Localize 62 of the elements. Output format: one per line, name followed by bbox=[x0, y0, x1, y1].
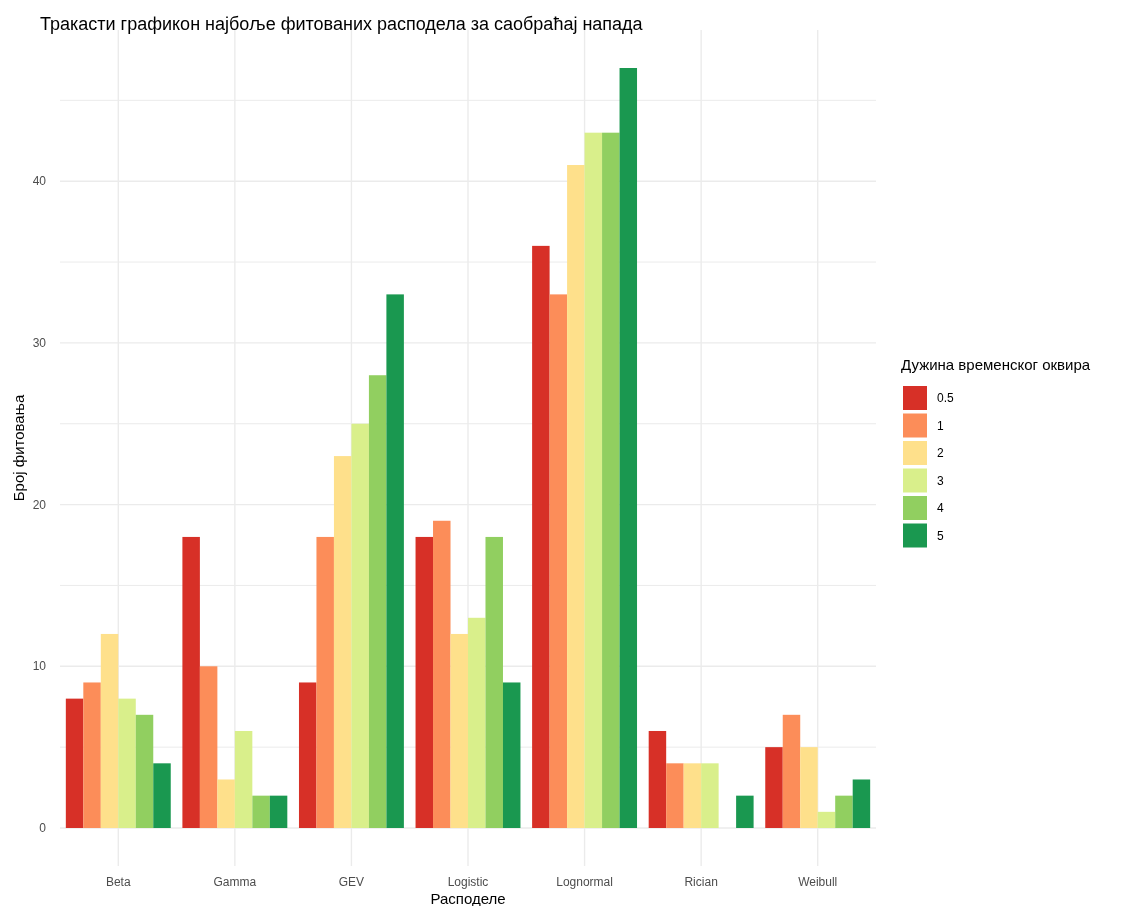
bar bbox=[485, 536, 503, 828]
bar bbox=[199, 666, 218, 828]
x-tick-label: GEV bbox=[338, 875, 365, 889]
bar bbox=[468, 617, 486, 828]
bar bbox=[666, 763, 684, 828]
bar bbox=[502, 682, 521, 828]
bar bbox=[415, 536, 434, 828]
bar bbox=[835, 795, 853, 828]
bar bbox=[182, 536, 200, 828]
bar bbox=[153, 763, 171, 828]
chart-title: Тракасти графикон најбоље фитованих расподела за саобраћај напада bbox=[40, 14, 644, 34]
bar bbox=[765, 747, 783, 828]
bar bbox=[800, 747, 818, 828]
bar bbox=[584, 132, 603, 828]
bar bbox=[433, 520, 451, 828]
bar bbox=[351, 423, 369, 828]
bar bbox=[852, 779, 871, 828]
bar bbox=[648, 730, 667, 828]
legend-label: 2 bbox=[937, 446, 944, 461]
x-tick-label: Lognormal bbox=[556, 875, 613, 889]
bar bbox=[602, 132, 620, 828]
y-tick-label: 30 bbox=[32, 336, 47, 351]
bar bbox=[135, 714, 154, 828]
bar bbox=[252, 795, 270, 828]
bar bbox=[817, 811, 836, 828]
bar bbox=[549, 294, 568, 828]
legend-title: Дужина временског оквира bbox=[901, 356, 1091, 373]
x-tick-label: Logistic bbox=[447, 875, 489, 889]
bar bbox=[619, 68, 638, 828]
bar bbox=[234, 730, 253, 828]
x-tick-label: Beta bbox=[105, 875, 131, 889]
bar bbox=[298, 682, 317, 828]
y-tick-label: 0 bbox=[39, 821, 47, 836]
x-tick-label: Rician bbox=[684, 875, 718, 889]
legend-label: 5 bbox=[937, 528, 944, 543]
bar bbox=[217, 779, 235, 828]
bar bbox=[118, 698, 136, 828]
bar bbox=[683, 763, 702, 828]
bar bbox=[567, 165, 585, 828]
y-tick-label: 10 bbox=[32, 659, 47, 674]
x-tick-label: Weibull bbox=[798, 875, 838, 889]
bar bbox=[316, 536, 334, 828]
bar bbox=[269, 795, 288, 828]
bar bbox=[736, 795, 754, 828]
y-tick-label: 40 bbox=[32, 174, 47, 189]
legend-label: 1 bbox=[937, 418, 944, 433]
bar bbox=[83, 682, 101, 828]
bar bbox=[333, 456, 352, 828]
bar bbox=[386, 294, 404, 828]
legend-label: 4 bbox=[937, 501, 944, 516]
bar bbox=[368, 375, 387, 828]
bar bbox=[450, 633, 468, 828]
bar bbox=[65, 698, 84, 828]
bar bbox=[100, 633, 119, 828]
y-axis-title: Број фитовања bbox=[10, 394, 27, 502]
bar bbox=[532, 245, 550, 828]
legend-label: 0.5 bbox=[937, 391, 955, 406]
bar bbox=[701, 763, 719, 828]
y-tick-label: 20 bbox=[32, 497, 47, 512]
legend-label: 3 bbox=[937, 473, 944, 488]
bar bbox=[782, 714, 801, 828]
x-tick-label: Gamma bbox=[213, 875, 257, 889]
